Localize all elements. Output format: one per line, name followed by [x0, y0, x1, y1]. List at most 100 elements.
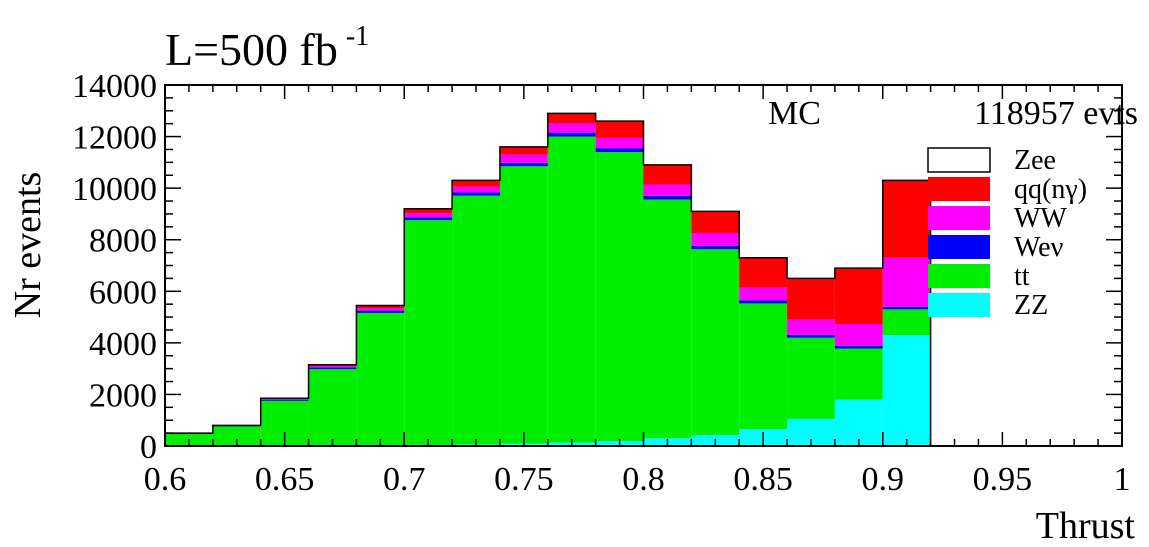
bar-segment — [404, 213, 453, 218]
x-tick-label: 0.85 — [733, 461, 793, 498]
bar-segment — [882, 335, 931, 446]
bar-segment — [499, 162, 548, 167]
bar-segment — [260, 399, 309, 401]
bar-segment — [356, 305, 405, 309]
bar-segment — [787, 334, 835, 338]
y-tick-label: 2000 — [89, 377, 157, 414]
bar-segment — [739, 257, 788, 288]
x-tick-label: 0.65 — [255, 461, 315, 498]
legend-swatch — [928, 264, 990, 288]
bar-segment — [643, 195, 692, 200]
bar-segment — [212, 426, 261, 446]
legend-swatch — [928, 235, 990, 259]
bar-segment — [404, 217, 453, 221]
chart-title: L=500 fb — [165, 24, 338, 75]
bar-segment — [834, 399, 883, 446]
bar-segment — [308, 366, 357, 368]
bar-segment — [547, 136, 596, 443]
y-tick-label: 10000 — [72, 171, 157, 208]
bar-segment — [595, 121, 644, 138]
bar-segment — [308, 369, 357, 446]
bar-segment — [739, 300, 788, 304]
bar-segment — [787, 278, 835, 320]
bar-segment — [404, 208, 453, 214]
bar-segment — [787, 337, 835, 419]
legend-label: ZZ — [1014, 290, 1048, 321]
bar-segment — [834, 268, 883, 325]
mc-label: MC — [768, 95, 821, 132]
bar-segment — [547, 132, 596, 137]
y-axis-label: Nr events — [7, 172, 49, 319]
legend-label: qq(nγ) — [1014, 174, 1087, 205]
legend-swatch — [928, 177, 990, 201]
legend-label: Weν — [1014, 232, 1063, 263]
bar-segment — [260, 399, 309, 400]
legend-label: WW — [1014, 203, 1067, 234]
bar-segment — [882, 306, 931, 310]
bar-segment — [404, 220, 453, 445]
series-4 — [260, 123, 931, 400]
bar-segment — [356, 310, 405, 313]
axis-ticks — [164, 84, 1123, 447]
bar-segment — [691, 211, 740, 234]
chart-title-superscript: -1 — [346, 21, 369, 52]
bar-segment — [499, 154, 548, 163]
bar-segment — [452, 195, 500, 445]
x-axis-label: Thrust — [1036, 505, 1136, 547]
bar-segment — [787, 319, 835, 335]
bar-segment — [452, 186, 500, 193]
x-tick-label: 0.7 — [383, 461, 426, 498]
bar-segment — [643, 184, 692, 196]
y-tick-label: 8000 — [89, 223, 157, 260]
bar-segment — [499, 166, 548, 444]
bar-segment — [308, 367, 357, 370]
bar-segment — [452, 180, 500, 187]
legend-label: Zee — [1014, 145, 1056, 176]
series-5 — [260, 113, 931, 400]
y-tick-label: 0 — [140, 429, 157, 466]
bar-segment — [834, 324, 883, 346]
series-1 — [308, 335, 931, 446]
bar-segment — [643, 199, 692, 439]
x-tick-label: 0.95 — [973, 461, 1033, 498]
x-tick-label: 0.75 — [494, 461, 554, 498]
bar-segment — [595, 148, 644, 153]
histogram-bars — [164, 112, 932, 446]
tick-labels: 0.6 0.65 0.7 0.75 0.8 0.85 0.9 0.95 1 0 2000 4000 60… — [72, 68, 1131, 498]
x-tick-label: 0.6 — [144, 461, 187, 498]
bar-segment — [882, 309, 931, 336]
legend-swatch — [927, 147, 991, 173]
series-2 — [165, 136, 931, 446]
bar-segment — [452, 192, 500, 196]
x-tick-label: 1 — [1114, 461, 1131, 498]
legend-swatch — [928, 206, 990, 230]
legend-swatch — [928, 293, 990, 317]
bar-segment — [643, 164, 692, 185]
bar-segment — [739, 303, 788, 430]
y-tick-label: 6000 — [89, 274, 157, 311]
total-outline — [164, 112, 932, 446]
x-tick-label: 0.9 — [862, 461, 905, 498]
x-tick-label: 0.8 — [622, 461, 665, 498]
bar-segment — [356, 312, 405, 446]
bar-segment — [834, 348, 883, 400]
bar-segment — [499, 146, 548, 155]
bar-segment — [882, 180, 931, 258]
bar-segment — [691, 249, 740, 436]
y-tick-label: 14000 — [72, 68, 157, 105]
bar-segment — [595, 152, 644, 442]
bar-segment — [547, 123, 596, 133]
bar-segment — [595, 137, 644, 149]
bar-segment — [356, 308, 405, 311]
y-tick-label: 12000 — [72, 120, 157, 157]
bar-segment — [882, 257, 931, 307]
event-count-label: 118957 evts — [974, 95, 1138, 132]
bar-segment — [691, 233, 740, 246]
bar-segment — [547, 113, 596, 124]
bar-segment — [739, 287, 788, 301]
bar-segment — [691, 245, 740, 250]
legend-label: tt — [1014, 261, 1030, 292]
y-tick-label: 4000 — [89, 326, 157, 363]
